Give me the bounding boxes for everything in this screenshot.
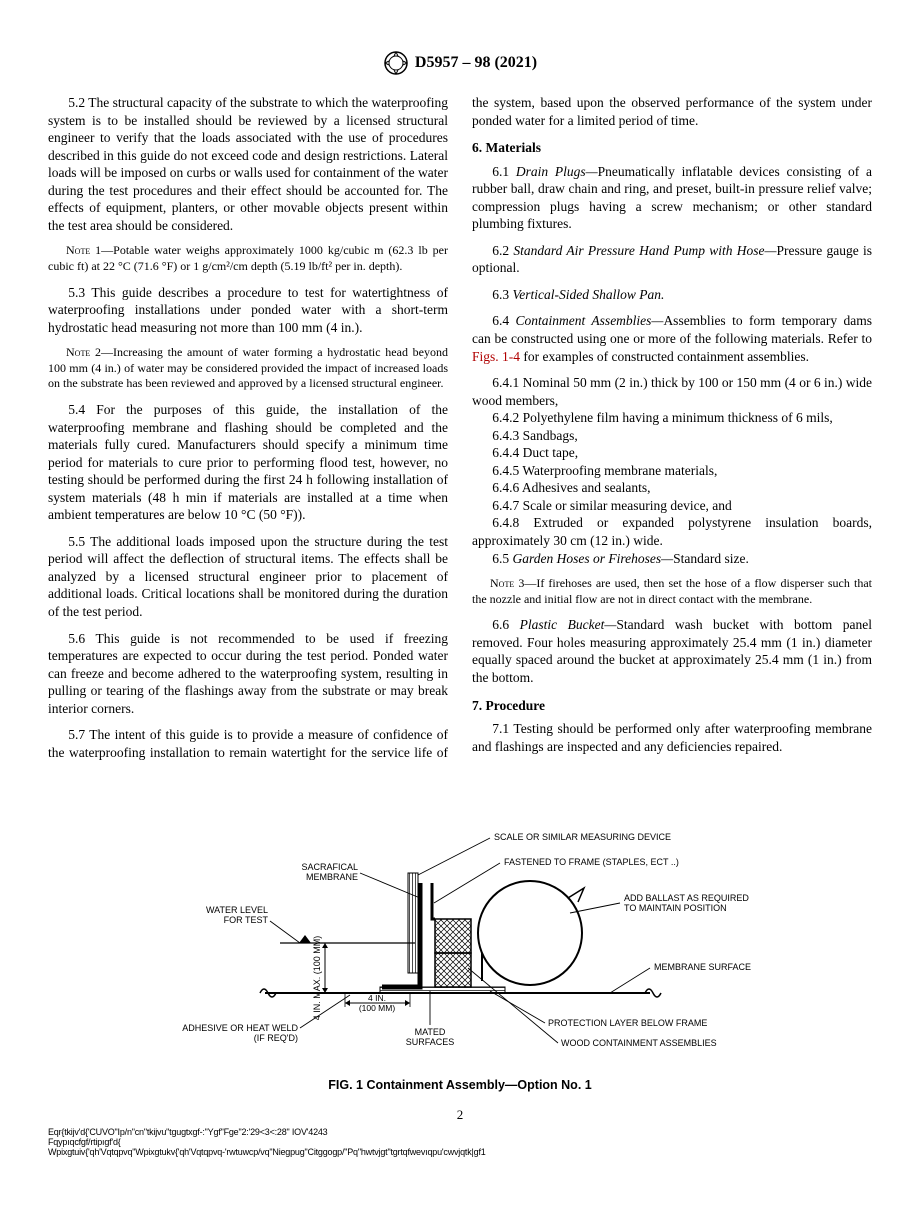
para-5-4: 5.4 For the purposes of this guide, the … [48,401,448,524]
fig-label-ballast-2: TO MAINTAIN POSITION [624,903,727,913]
para-6-5: 6.5 Garden Hoses or Firehoses—Standard s… [472,550,872,568]
para-6-6-term: Plastic Bucket— [520,617,617,632]
fig-label-mated-1: MATED [415,1027,446,1037]
fig-label-protection: PROTECTION LAYER BELOW FRAME [548,1018,707,1028]
body-columns: 5.2 The structural capacity of the subst… [48,94,872,763]
para-5-5: 5.5 The additional loads imposed upon th… [48,533,448,621]
fig-label-water-1: WATER LEVEL [206,905,268,915]
para-6-4-2: 6.4.2 Polyethylene film having a minimum… [472,409,872,427]
para-6-4-3: 6.4.3 Sandbags, [472,427,872,445]
para-6-6: 6.6 Plastic Bucket—Standard wash bucket … [472,616,872,686]
para-5-2: 5.2 The structural capacity of the subst… [48,94,448,234]
fig-label-mated-2: SURFACES [406,1037,455,1047]
figure-1: 4 IN. MAX. (100 MM) 4 IN. (100 MM) SCALE… [48,793,872,1093]
footer-line-3: Wpixgtuiv{'qh'Vqtqpvq"Wpixgtukv{'qh'Vqtq… [48,1148,872,1158]
note-1-label: Note 1— [66,243,113,257]
para-6-2: 6.2 Standard Air Pressure Hand Pump with… [472,242,872,277]
fig-label-membrane: MEMBRANE SURFACE [654,962,751,972]
page-number: 2 [48,1107,872,1124]
para-6-4-6: 6.4.6 Adhesives and sealants, [472,479,872,497]
para-6-4-num: 6.4 [492,313,515,328]
note-3-label: Note 3— [490,576,536,590]
para-6-1-num: 6.1 [492,164,516,179]
para-5-3: 5.3 This guide describes a procedure to … [48,284,448,337]
para-6-4-5: 6.4.5 Waterproofing membrane materials, [472,462,872,480]
fig-label-adhesive-2: (IF REQ'D) [254,1033,298,1043]
astm-logo-icon [383,50,409,76]
para-6-4: 6.4 Containment Assemblies—Assemblies to… [472,312,872,365]
para-6-4-term: Containment Assemblies— [516,313,664,328]
para-6-3: 6.3 Vertical-Sided Shallow Pan. [472,286,872,304]
fig-label-ballast-1: ADD BALLAST AS REQUIRED [624,893,749,903]
para-6-4-4: 6.4.4 Duct tape, [472,444,872,462]
para-6-1-term: Drain Plugs— [516,164,598,179]
fig-label-adhesive-1: ADHESIVE OR HEAT WELD [182,1023,298,1033]
note-2-label: Note 2— [66,345,113,359]
para-6-5-term: Garden Hoses or Firehoses— [513,551,674,566]
para-6-3-num: 6.3 [492,287,512,302]
figure-1-svg: 4 IN. MAX. (100 MM) 4 IN. (100 MM) SCALE… [150,793,770,1073]
note-3: Note 3—If firehoses are used, then set t… [472,576,872,607]
header-designation: D5957 – 98 (2021) [415,53,537,74]
heading-6: 6. Materials [472,139,872,157]
note-1: Note 1—Potable water weighs approximatel… [48,243,448,274]
fig-label-fastened: FASTENED TO FRAME (STAPLES, ECT ..) [504,857,679,867]
note-2: Note 2—Increasing the amount of water fo… [48,345,448,392]
fig-label-wood: WOOD CONTAINMENT ASSEMBLIES [561,1038,717,1048]
para-6-1: 6.1 Drain Plugs—Pneumatically inflatable… [472,163,872,233]
para-7-1: 7.1 Testing should be performed only aft… [472,720,872,755]
para-6-4-text-b: for examples of constructed containment … [520,349,809,364]
para-6-4-8: 6.4.8 Extruded or expanded polystyrene i… [472,514,872,549]
para-6-3-term: Vertical-Sided Shallow Pan. [513,287,665,302]
fig-label-water-2: FOR TEST [224,915,269,925]
fig-label-sacrificial-2: MEMBRANE [306,872,358,882]
fig-dim-h-2: (100 MM) [359,1003,396,1013]
footer-encoded: Eqr{tkijv'd{'CUVO"Ip/n"cn"tkijvu"tgugtxg… [48,1128,872,1158]
para-6-4-1: 6.4.1 Nominal 50 mm (2 in.) thick by 100… [472,374,872,409]
heading-7: 7. Procedure [472,697,872,715]
fig-label-scale: SCALE OR SIMILAR MEASURING DEVICE [494,832,671,842]
fig-dim-v: 4 IN. MAX. (100 MM) [312,936,322,1021]
para-6-4-7: 6.4.7 Scale or similar measuring device,… [472,497,872,515]
para-6-5-text: Standard size. [673,551,749,566]
page-header: D5957 – 98 (2021) [48,50,872,76]
para-6-5-num: 6.5 [492,551,512,566]
footer-line-1: Eqr{tkijv'd{'CUVO"Ip/n"cn"tkijvu"tgugtxg… [48,1128,872,1138]
para-6-2-num: 6.2 [492,243,513,258]
para-5-6: 5.6 This guide is not recommended to be … [48,630,448,718]
para-6-2-term: Standard Air Pressure Hand Pump with Hos… [513,243,776,258]
fig-label-sacrificial-1: SACRAFICAL [301,862,358,872]
para-6-6-num: 6.6 [492,617,519,632]
figure-1-caption: FIG. 1 Containment Assembly—Option No. 1 [48,1077,872,1093]
fig-dim-h-1: 4 IN. [368,993,386,1003]
figs-1-4-link[interactable]: Figs. 1-4 [472,349,520,364]
